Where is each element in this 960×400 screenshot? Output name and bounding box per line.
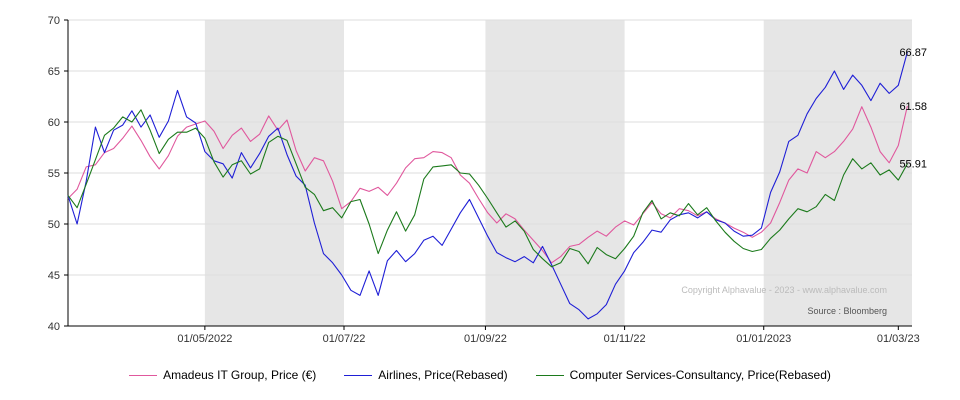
end-label-1: 66.87 bbox=[899, 47, 927, 59]
copyright-credit: Copyright Alphavalue - 2023 - www.alphav… bbox=[681, 285, 887, 295]
legend-label-amadeus: Amadeus IT Group, Price (€) bbox=[163, 368, 317, 382]
x-tick-label-0: 01/05/2022 bbox=[177, 333, 232, 345]
y-tick-label-40: 40 bbox=[48, 321, 60, 333]
y-tick-label-70: 70 bbox=[48, 15, 60, 27]
x-tick-label-1: 01/07/22 bbox=[323, 333, 366, 345]
legend-item-airlines[interactable]: Airlines, Price(Rebased) bbox=[344, 368, 508, 382]
legend-swatch-airlines bbox=[344, 374, 373, 376]
x-tick-label-3: 01/11/22 bbox=[604, 333, 646, 345]
y-tick-label-55: 55 bbox=[48, 168, 60, 180]
series-line-1 bbox=[67, 51, 908, 320]
series-line-2 bbox=[67, 109, 908, 268]
end-label-0: 61.58 bbox=[899, 101, 927, 113]
end-label-2: 55.91 bbox=[899, 159, 927, 171]
legend-label-airlines: Airlines, Price(Rebased) bbox=[378, 368, 508, 382]
x-tick-label-4: 01/01/2023 bbox=[736, 333, 791, 345]
y-tick-label-65: 65 bbox=[48, 66, 60, 78]
y-tick-label-45: 45 bbox=[48, 270, 60, 282]
legend-item-computer-services[interactable]: Computer Services-Consultancy, Price(Reb… bbox=[535, 368, 831, 382]
series-lines bbox=[67, 51, 908, 320]
y-tick-label-50: 50 bbox=[48, 219, 60, 231]
legend-swatch-computer-services bbox=[535, 374, 564, 376]
legend-label-computer-services: Computer Services-Consultancy, Price(Reb… bbox=[569, 368, 831, 382]
series-end-labels: 61.58 66.87 55.91 bbox=[899, 47, 927, 171]
x-tick-label-2: 01/09/22 bbox=[464, 333, 507, 345]
x-tick-label-5: 01/03/23 bbox=[877, 333, 920, 345]
chart-legend: Amadeus IT Group, Price (€) Airlines, Pr… bbox=[0, 364, 960, 386]
horizontal-gridlines bbox=[68, 19, 912, 276]
y-tick-label-60: 60 bbox=[48, 117, 60, 129]
chart-axes: 40 45 50 55 60 65 70 01/05/2022 01/07/22 01/09/22… bbox=[48, 15, 920, 345]
series-line-0 bbox=[67, 105, 908, 264]
legend-swatch-amadeus bbox=[129, 374, 158, 376]
source-credit: Source : Bloomberg bbox=[807, 306, 887, 316]
legend-item-amadeus[interactable]: Amadeus IT Group, Price (€) bbox=[129, 368, 316, 382]
